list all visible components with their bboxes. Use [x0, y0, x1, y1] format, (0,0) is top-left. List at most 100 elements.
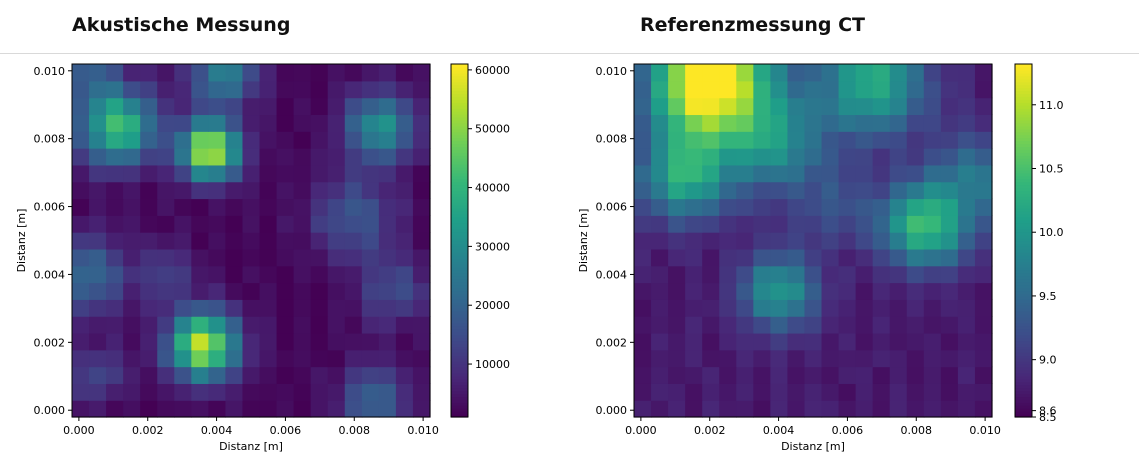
colorbar-segment [1015, 414, 1032, 418]
heatmap-cell [770, 349, 789, 368]
heatmap-cell [191, 131, 209, 149]
heatmap-cell [412, 181, 431, 200]
heatmap-cell [821, 80, 840, 99]
y-tick-label: 0.004 [34, 268, 66, 281]
heatmap-cell [634, 114, 652, 132]
heatmap-cell [327, 383, 346, 401]
colorbar-segment [451, 108, 468, 112]
heatmap-cell [242, 97, 261, 116]
heatmap-cell [208, 181, 227, 200]
colorbar-segment [451, 166, 468, 171]
heatmap-cell [395, 164, 414, 183]
heatmap-cell [940, 349, 959, 368]
heatmap-cell [378, 198, 397, 216]
heatmap-cell [685, 282, 703, 300]
colorbar-segment [451, 225, 468, 230]
heatmap-cell [123, 383, 141, 401]
heatmap-cell [736, 131, 754, 149]
heatmap-cell [940, 332, 959, 351]
colorbar-segment [451, 66, 468, 71]
colorbar-tick-label: 40000 [475, 182, 510, 195]
heatmap-cell [702, 366, 720, 384]
heatmap-cell [344, 299, 363, 317]
heatmap-cell [327, 97, 346, 116]
heatmap-cell [378, 383, 397, 401]
heatmap-cell [327, 349, 346, 368]
colorbar-segment [451, 105, 468, 109]
heatmap-cell [174, 332, 192, 351]
heatmap-cell [191, 164, 209, 183]
heatmap-cell [89, 366, 107, 384]
colorbar-segment [1015, 305, 1032, 309]
colorbar-segment [1015, 166, 1032, 171]
heatmap-cell [974, 64, 993, 82]
heatmap-cell [872, 164, 891, 183]
heatmap-cell [225, 282, 244, 300]
heatmap-cell [395, 383, 414, 401]
heatmap-cell [957, 332, 976, 351]
colorbar-segment [451, 84, 468, 89]
heatmap-cell [787, 131, 806, 149]
colorbar-segment [451, 116, 468, 121]
colorbar-segment [451, 296, 468, 300]
heatmap-cell [106, 164, 124, 183]
heatmap-cell [310, 265, 329, 284]
heatmap-cell [804, 400, 823, 418]
heatmap-cell [293, 383, 312, 401]
heatmap-cell [259, 299, 278, 317]
heatmap-cell [123, 232, 141, 250]
heatmap-cell [310, 148, 329, 166]
heatmap-cell [72, 114, 90, 132]
colorbar-segment [451, 211, 468, 215]
heatmap-cell [736, 332, 754, 351]
x-tick-label: 0.004 [201, 424, 233, 437]
heatmap-cell [140, 215, 158, 233]
heatmap-cell [157, 332, 175, 351]
heatmap-cell [736, 164, 754, 183]
heatmap-cell [940, 299, 959, 317]
heatmap-cell [344, 248, 363, 267]
colorbar-segment [451, 164, 468, 168]
heatmap-cell [821, 282, 840, 300]
colorbar-segment [1015, 128, 1032, 133]
heatmap-cell [838, 265, 857, 284]
colorbar-segment [451, 361, 468, 365]
heatmap-cell [804, 148, 823, 166]
heatmap-cell [242, 332, 261, 351]
colorbar-segment [1015, 331, 1032, 336]
y-tick-label: 0.002 [596, 336, 628, 349]
heatmap-cell [804, 114, 823, 132]
heatmap-cell [327, 232, 346, 250]
colorbar-tick-label: 50000 [475, 123, 510, 136]
heatmap-cell [225, 366, 244, 384]
heatmap-cell [276, 114, 295, 132]
heatmap-cell [344, 80, 363, 99]
colorbar-segment [1015, 169, 1032, 174]
y-tick-label: 0.000 [596, 404, 628, 417]
heatmap-cell [293, 181, 312, 200]
colorbar-segment [451, 234, 468, 239]
heatmap-cell [634, 198, 652, 216]
colorbar-frame [450, 63, 469, 418]
heatmap-cell [361, 64, 380, 82]
colorbar-segment [1015, 231, 1032, 236]
heatmap-cell [174, 181, 192, 200]
heatmap-cell [804, 265, 823, 284]
colorbar-segment [451, 316, 468, 321]
heatmap-cell [736, 215, 754, 233]
heatmap-cell [940, 114, 959, 132]
heatmap-cell [634, 148, 652, 166]
heatmap-cell [634, 232, 652, 250]
colorbar-segment [1015, 275, 1032, 280]
colorbar-segment [1015, 149, 1032, 153]
heatmap-cell [106, 198, 124, 216]
heatmap-cell [310, 131, 329, 149]
heatmap-cell [685, 148, 703, 166]
heatmap-cell [838, 248, 857, 267]
heatmap-cell [174, 80, 192, 99]
heatmap-cell [327, 64, 346, 82]
colorbar-segment [1015, 122, 1032, 127]
heatmap-cell [821, 131, 840, 149]
heatmap-cell [72, 80, 90, 99]
heatmap-cell [770, 400, 789, 418]
